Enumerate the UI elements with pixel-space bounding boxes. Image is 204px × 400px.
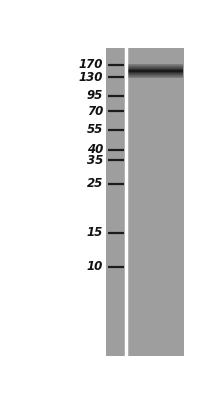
Text: 35: 35 bbox=[87, 154, 103, 167]
Text: 10: 10 bbox=[87, 260, 103, 273]
FancyBboxPatch shape bbox=[106, 48, 184, 356]
Text: 130: 130 bbox=[79, 71, 103, 84]
Text: 70: 70 bbox=[87, 105, 103, 118]
Text: 170: 170 bbox=[79, 58, 103, 72]
Text: 25: 25 bbox=[87, 177, 103, 190]
Text: 55: 55 bbox=[87, 123, 103, 136]
Text: 40: 40 bbox=[87, 143, 103, 156]
Text: 15: 15 bbox=[87, 226, 103, 239]
Text: 95: 95 bbox=[87, 89, 103, 102]
